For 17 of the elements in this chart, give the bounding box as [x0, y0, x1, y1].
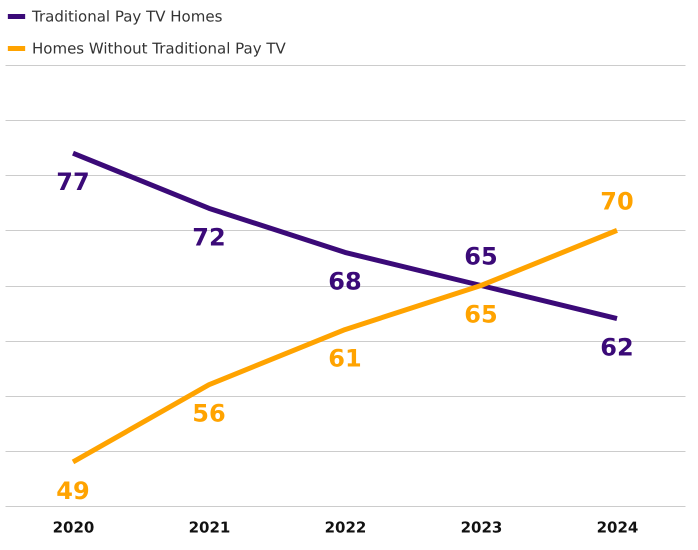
data-label: 72	[192, 223, 226, 252]
legend-label: Homes Without Traditional Pay TV	[32, 40, 287, 58]
x-tick-label: 2024	[596, 518, 638, 536]
data-label: 70	[600, 187, 634, 216]
x-tick-label: 2022	[324, 518, 366, 536]
data-label: 49	[56, 476, 90, 505]
data-label: 77	[56, 168, 90, 196]
data-label: 62	[600, 334, 634, 362]
x-tick-label: 2021	[188, 518, 230, 536]
x-tick-label: 2020	[52, 518, 94, 536]
legend-label: Traditional Pay TV Homes	[31, 8, 223, 26]
data-label: 68	[328, 267, 362, 296]
data-label: 61	[328, 344, 362, 373]
data-label: 65	[464, 300, 498, 328]
data-label: 65	[464, 242, 498, 270]
x-tick-label: 2023	[460, 518, 502, 536]
data-label: 56	[192, 400, 226, 428]
